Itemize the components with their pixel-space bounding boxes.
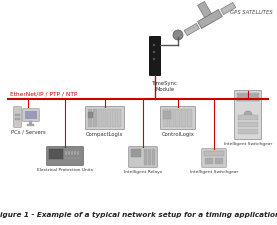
Bar <box>205 158 213 164</box>
Circle shape <box>153 52 155 54</box>
Bar <box>238 129 258 134</box>
Bar <box>68 151 70 155</box>
Bar <box>93 110 97 127</box>
Bar <box>117 110 121 127</box>
Text: Intelligent Relays: Intelligent Relays <box>124 169 162 173</box>
Circle shape <box>153 45 155 47</box>
Bar <box>238 122 258 127</box>
Bar <box>68 157 70 159</box>
FancyBboxPatch shape <box>202 149 226 168</box>
Bar <box>77 157 79 159</box>
Bar <box>29 122 32 124</box>
Bar <box>237 94 259 101</box>
Bar <box>102 110 106 127</box>
Text: Intelligent Switchgear: Intelligent Switchgear <box>190 169 238 173</box>
FancyBboxPatch shape <box>150 37 160 76</box>
Bar <box>187 110 192 127</box>
Bar <box>88 112 93 119</box>
Bar <box>27 124 34 126</box>
Text: Intelligent Switchgear: Intelligent Switchgear <box>224 141 272 145</box>
Bar <box>88 110 92 127</box>
Text: ControlLogix: ControlLogix <box>161 131 194 136</box>
Bar <box>163 112 171 119</box>
Bar <box>144 149 147 165</box>
Bar <box>15 115 20 116</box>
Bar <box>74 151 76 155</box>
Bar <box>148 149 151 165</box>
Bar <box>238 115 258 120</box>
Bar <box>15 119 20 120</box>
Bar <box>65 151 67 155</box>
Bar <box>74 157 76 159</box>
Circle shape <box>244 112 252 119</box>
Bar <box>169 110 174 127</box>
FancyBboxPatch shape <box>23 109 39 122</box>
Bar <box>215 158 223 164</box>
Bar <box>77 151 79 155</box>
Bar <box>71 157 73 159</box>
FancyBboxPatch shape <box>86 107 124 130</box>
Text: GPS SATELLITES: GPS SATELLITES <box>230 9 273 14</box>
Bar <box>49 149 63 159</box>
FancyBboxPatch shape <box>14 107 21 128</box>
FancyBboxPatch shape <box>129 147 157 168</box>
Bar <box>98 110 102 127</box>
FancyBboxPatch shape <box>160 107 196 130</box>
Bar <box>181 110 186 127</box>
Text: PCs / Servers: PCs / Servers <box>11 129 45 134</box>
FancyBboxPatch shape <box>198 11 222 29</box>
Text: TimeSync
Module: TimeSync Module <box>152 81 178 92</box>
Bar <box>131 149 141 157</box>
Bar <box>112 110 116 127</box>
Bar <box>71 151 73 155</box>
Bar <box>204 151 224 156</box>
Text: EtherNet/IP / PTP / NTP: EtherNet/IP / PTP / NTP <box>10 92 78 97</box>
Bar <box>175 110 180 127</box>
Circle shape <box>153 58 155 61</box>
FancyBboxPatch shape <box>220 3 236 16</box>
Bar <box>152 149 155 165</box>
FancyBboxPatch shape <box>235 91 261 140</box>
Text: Figure 1 - Example of a typical network setup for a timing application: Figure 1 - Example of a typical network … <box>0 211 277 217</box>
Bar <box>163 110 168 127</box>
Bar <box>238 94 258 99</box>
Text: CompactLogix: CompactLogix <box>86 131 124 136</box>
Circle shape <box>173 31 183 41</box>
Bar <box>25 112 37 119</box>
FancyBboxPatch shape <box>47 147 83 166</box>
Bar <box>65 157 67 159</box>
FancyBboxPatch shape <box>198 2 211 18</box>
FancyBboxPatch shape <box>184 24 199 36</box>
Text: Electrical Protection Units: Electrical Protection Units <box>37 167 93 171</box>
Bar <box>107 110 111 127</box>
